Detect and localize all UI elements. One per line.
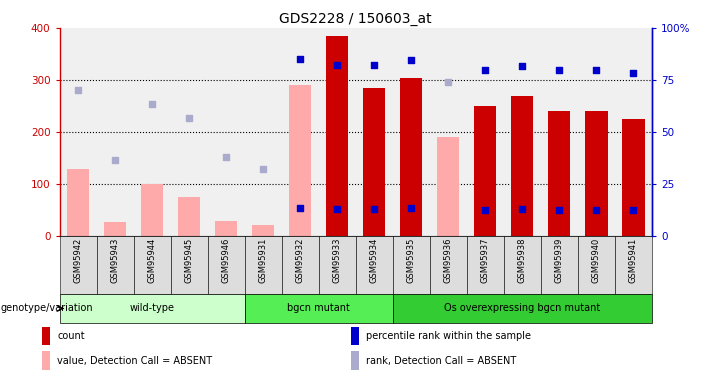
- Bar: [430, 236, 467, 294]
- Bar: [585, 111, 608, 236]
- Bar: [60, 236, 97, 294]
- Text: GSM95932: GSM95932: [296, 238, 305, 284]
- Text: GSM95933: GSM95933: [333, 238, 342, 284]
- Bar: [511, 96, 533, 236]
- Bar: [541, 236, 578, 294]
- Text: bgcn mutant: bgcn mutant: [287, 303, 350, 313]
- Bar: [178, 197, 200, 236]
- Point: [591, 207, 602, 213]
- Point: [332, 206, 343, 212]
- Bar: [42, 327, 50, 345]
- Point: [517, 63, 528, 69]
- Bar: [282, 236, 319, 294]
- Bar: [215, 220, 237, 236]
- Point: [72, 87, 83, 93]
- Point: [147, 100, 158, 106]
- Point: [628, 70, 639, 76]
- Point: [479, 207, 491, 213]
- Text: GSM95936: GSM95936: [444, 238, 453, 284]
- Text: GSM95946: GSM95946: [222, 238, 231, 284]
- Bar: [622, 119, 644, 236]
- Point: [517, 206, 528, 212]
- Bar: [548, 111, 571, 236]
- Text: GSM95942: GSM95942: [74, 238, 83, 283]
- Text: GSM95943: GSM95943: [111, 238, 120, 284]
- Bar: [363, 88, 386, 236]
- Bar: [578, 236, 615, 294]
- Text: value, Detection Call = ABSENT: value, Detection Call = ABSENT: [57, 356, 212, 366]
- Point: [628, 207, 639, 213]
- Bar: [170, 236, 207, 294]
- Text: GSM95931: GSM95931: [259, 238, 268, 284]
- Bar: [350, 351, 359, 370]
- Point: [591, 67, 602, 73]
- Point: [479, 67, 491, 73]
- Point: [554, 67, 565, 73]
- Point: [443, 79, 454, 85]
- Bar: [245, 236, 282, 294]
- Title: GDS2228 / 150603_at: GDS2228 / 150603_at: [280, 12, 432, 26]
- Text: wild-type: wild-type: [130, 303, 175, 313]
- Bar: [134, 236, 170, 294]
- Bar: [319, 236, 355, 294]
- Text: genotype/variation: genotype/variation: [1, 303, 93, 313]
- Bar: [350, 327, 359, 345]
- Bar: [400, 78, 423, 236]
- Bar: [104, 222, 126, 236]
- Text: GSM95939: GSM95939: [555, 238, 564, 284]
- Text: GSM95941: GSM95941: [629, 238, 638, 283]
- Point: [554, 207, 565, 213]
- Text: GSM95934: GSM95934: [369, 238, 379, 284]
- Point: [294, 205, 306, 211]
- Point: [369, 206, 380, 212]
- Point: [184, 115, 195, 121]
- Point: [221, 154, 232, 160]
- Text: percentile rank within the sample: percentile rank within the sample: [366, 331, 531, 341]
- Text: GSM95938: GSM95938: [518, 238, 527, 284]
- Bar: [252, 225, 274, 236]
- Bar: [355, 236, 393, 294]
- Bar: [67, 169, 89, 236]
- Bar: [393, 294, 652, 322]
- Bar: [326, 36, 348, 236]
- Point: [257, 166, 268, 172]
- Point: [109, 157, 121, 163]
- Point: [406, 57, 417, 63]
- Bar: [393, 236, 430, 294]
- Bar: [141, 184, 163, 236]
- Text: GSM95944: GSM95944: [148, 238, 156, 283]
- Bar: [245, 294, 393, 322]
- Text: GSM95935: GSM95935: [407, 238, 416, 284]
- Bar: [207, 236, 245, 294]
- Bar: [504, 236, 541, 294]
- Bar: [42, 351, 50, 370]
- Text: GSM95937: GSM95937: [481, 238, 490, 284]
- Bar: [615, 236, 652, 294]
- Text: count: count: [57, 331, 85, 341]
- Bar: [60, 294, 245, 322]
- Bar: [97, 236, 134, 294]
- Point: [369, 62, 380, 68]
- Text: GSM95945: GSM95945: [184, 238, 193, 283]
- Point: [294, 56, 306, 62]
- Point: [332, 62, 343, 68]
- Text: GSM95940: GSM95940: [592, 238, 601, 283]
- Bar: [437, 137, 459, 236]
- Bar: [289, 86, 311, 236]
- Text: Os overexpressing bgcn mutant: Os overexpressing bgcn mutant: [444, 303, 601, 313]
- Bar: [474, 106, 496, 236]
- Text: rank, Detection Call = ABSENT: rank, Detection Call = ABSENT: [366, 356, 516, 366]
- Point: [406, 205, 417, 211]
- Bar: [467, 236, 504, 294]
